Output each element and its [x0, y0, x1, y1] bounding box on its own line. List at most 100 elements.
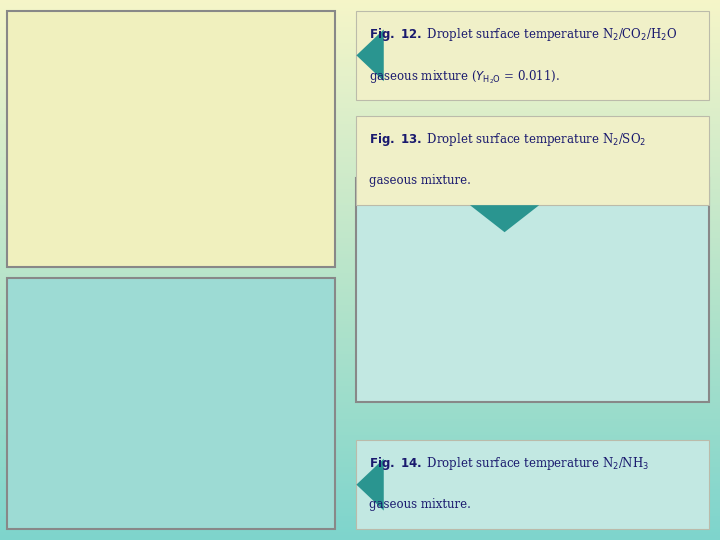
Bar — [0, 148, 720, 151]
Bar — [0, 459, 720, 462]
Bar — [0, 130, 720, 132]
Bar — [0, 81, 720, 84]
Bar — [0, 462, 720, 464]
Bar — [0, 151, 720, 154]
Bar — [0, 456, 720, 459]
Bar — [0, 413, 720, 416]
Bar — [0, 392, 720, 394]
Bar — [0, 40, 720, 43]
Bar — [0, 256, 720, 259]
Bar — [0, 184, 720, 186]
Bar — [0, 186, 720, 189]
Bar — [0, 248, 720, 251]
Bar — [0, 327, 720, 329]
Bar — [0, 132, 720, 135]
Bar — [0, 348, 720, 351]
Bar — [0, 389, 720, 392]
Bar — [0, 367, 720, 370]
Bar — [0, 119, 720, 122]
Text: gaseous mixture.: gaseous mixture. — [369, 174, 471, 187]
Bar — [0, 529, 720, 532]
Bar — [0, 200, 720, 202]
Bar — [0, 478, 720, 481]
Bar — [0, 105, 720, 108]
Bar — [0, 470, 720, 472]
Bar — [0, 73, 720, 76]
Bar — [0, 62, 720, 65]
Bar — [0, 383, 720, 386]
Bar — [0, 437, 720, 440]
Bar — [356, 440, 709, 529]
Bar — [0, 173, 720, 176]
Bar — [0, 213, 720, 216]
Bar — [0, 294, 720, 297]
Bar — [0, 356, 720, 359]
Bar — [0, 54, 720, 57]
Bar — [0, 97, 720, 100]
Bar — [0, 265, 720, 267]
Bar — [0, 49, 720, 51]
Bar — [0, 108, 720, 111]
Bar — [0, 278, 720, 281]
Polygon shape — [470, 205, 539, 232]
Bar — [0, 35, 720, 38]
Bar — [0, 124, 720, 127]
Bar — [0, 427, 720, 429]
Bar — [0, 386, 720, 389]
Bar — [0, 251, 720, 254]
Bar — [0, 281, 720, 284]
Bar — [0, 167, 720, 170]
Bar — [0, 308, 720, 310]
Bar — [0, 170, 720, 173]
Bar — [0, 324, 720, 327]
Bar — [0, 162, 720, 165]
Bar — [0, 467, 720, 470]
Bar — [0, 116, 720, 119]
Bar — [0, 262, 720, 265]
Bar — [0, 446, 720, 448]
Bar — [0, 381, 720, 383]
Bar — [0, 122, 720, 124]
Bar — [0, 243, 720, 246]
Bar — [0, 208, 720, 211]
Bar — [0, 138, 720, 140]
Bar — [0, 11, 720, 14]
Bar — [0, 46, 720, 49]
Bar — [0, 192, 720, 194]
Bar — [0, 491, 720, 494]
Bar — [0, 362, 720, 364]
Bar — [0, 510, 720, 513]
Bar — [0, 113, 720, 116]
Bar — [0, 472, 720, 475]
Bar — [356, 116, 709, 205]
Bar — [0, 502, 720, 505]
Bar — [0, 346, 720, 348]
Bar — [0, 76, 720, 78]
Bar — [356, 11, 709, 100]
Bar — [0, 494, 720, 497]
Bar — [0, 483, 720, 486]
Bar — [0, 3, 720, 5]
Bar — [0, 259, 720, 262]
Bar — [0, 286, 720, 289]
Bar — [0, 489, 720, 491]
Bar — [0, 86, 720, 89]
Bar — [0, 321, 720, 324]
Bar — [0, 370, 720, 373]
Bar — [0, 475, 720, 478]
Bar — [0, 316, 720, 319]
Bar — [0, 440, 720, 443]
Bar — [0, 14, 720, 16]
Bar — [0, 0, 720, 3]
Bar — [0, 275, 720, 278]
Bar — [0, 19, 720, 22]
Bar — [0, 359, 720, 362]
Bar — [0, 89, 720, 92]
Bar — [0, 92, 720, 94]
Bar — [0, 418, 720, 421]
Bar — [0, 267, 720, 270]
Text: $\mathbf{Fig.\ 13.}$ Droplet surface temperature N$_2$/SO$_2$: $\mathbf{Fig.\ 13.}$ Droplet surface tem… — [369, 131, 647, 148]
Text: gaseous mixture.: gaseous mixture. — [369, 498, 471, 511]
Bar — [0, 43, 720, 46]
Bar — [0, 313, 720, 316]
